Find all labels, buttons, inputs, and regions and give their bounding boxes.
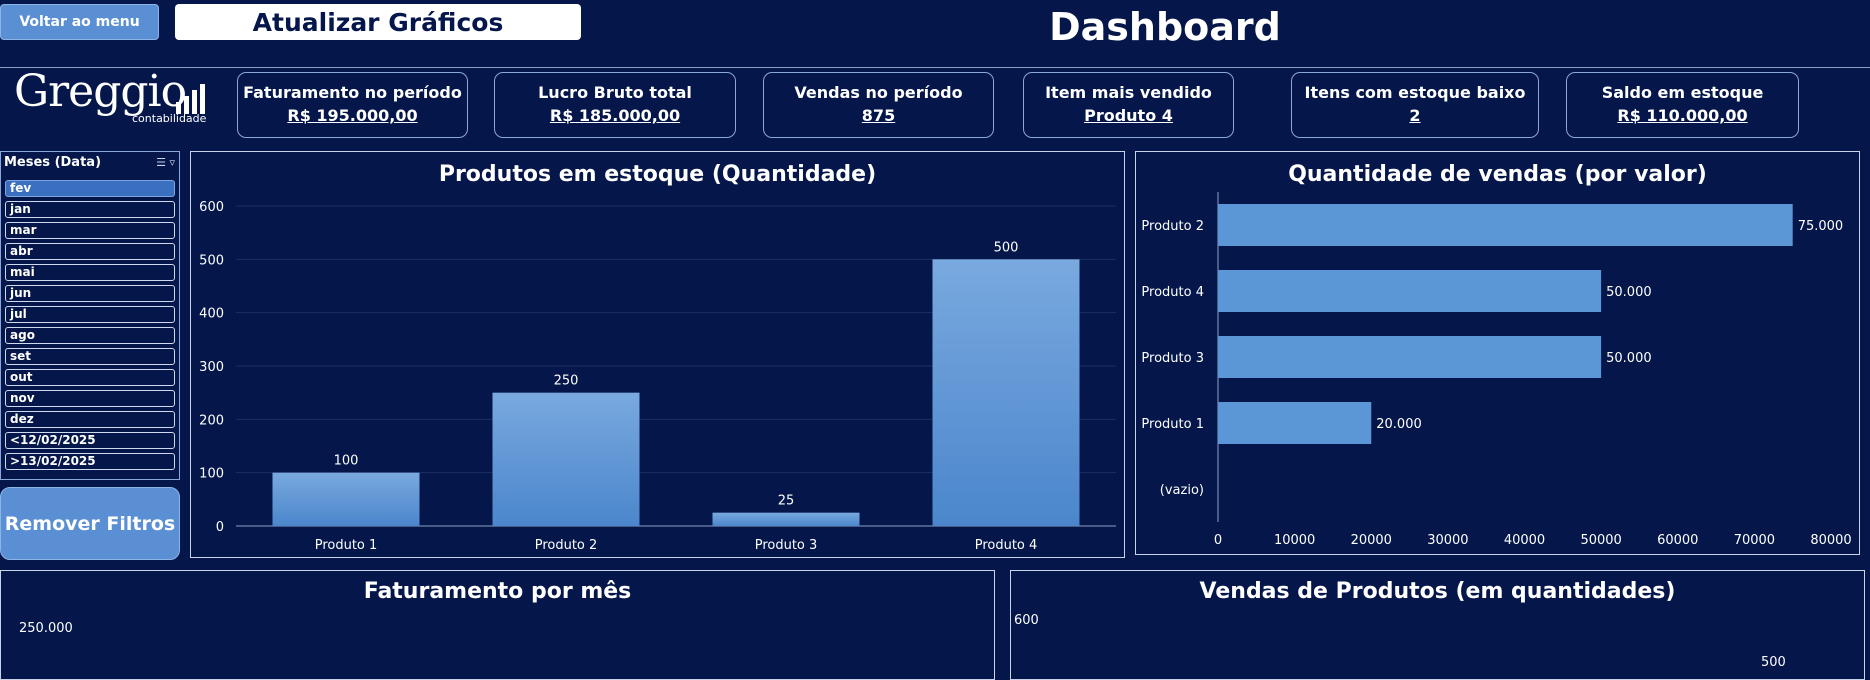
hbar-value-label-3: 50.000 <box>1606 351 1652 366</box>
kpi-label: Vendas no período <box>794 83 963 102</box>
kpi-value[interactable]: R$ 185.000,00 <box>549 106 681 125</box>
kpi-low-stock-card: Itens com estoque baixo 2 <box>1291 72 1539 138</box>
x-tick-label-2: Produto 2 <box>535 538 598 553</box>
x-tick-label-2: 20000 <box>1351 533 1392 548</box>
y-tick-label-2: 200 <box>199 413 224 428</box>
y-tick-label-5: (vazio) <box>1160 483 1204 498</box>
x-tick-label-3: 30000 <box>1427 533 1468 548</box>
y-tick-label-1: Produto 2 <box>1141 219 1204 234</box>
slicer-item-jun[interactable]: jun <box>5 285 175 302</box>
x-tick-label-6: 60000 <box>1657 533 1698 548</box>
x-tick-label-8: 80000 <box>1810 533 1851 548</box>
x-tick-label-1: Produto 1 <box>315 538 378 553</box>
slicer-item-nov[interactable]: nov <box>5 390 175 407</box>
bar-value-label-1: 100 <box>334 454 359 469</box>
sales-bar-chart: Produto 2 75.000 Produto 4 50.000 Produto 3 5… <box>1141 192 1852 548</box>
multi-select-icon[interactable]: ☰ ▿ <box>156 156 175 169</box>
slicer-item-ago[interactable]: ago <box>5 327 175 344</box>
kpi-label: Item mais vendido <box>1045 83 1212 102</box>
company-logo: Greggio contabilidade <box>14 66 207 128</box>
x-tick-label-5: 50000 <box>1580 533 1621 548</box>
units-chart-title: Vendas de Produtos (em quantidades) <box>1199 579 1676 604</box>
y-tick-label-3: Produto 3 <box>1141 351 1204 366</box>
revenue-chart-panel: Faturamento por mês 250.000 <box>0 570 995 680</box>
hbar-value-label-4: 20.000 <box>1376 417 1422 432</box>
slicer-item-after-date[interactable]: >13/02/2025 <box>5 453 175 470</box>
back-to-menu-button[interactable]: Voltar ao menu <box>0 4 159 40</box>
slicer-item-mai[interactable]: mai <box>5 264 175 281</box>
slicer-item-abr[interactable]: abr <box>5 243 175 260</box>
kpi-label: Lucro Bruto total <box>538 83 692 102</box>
revenue-ytick-label: 250.000 <box>19 621 73 636</box>
y-tick-label-0: 0 <box>216 520 224 535</box>
kpi-label: Itens com estoque baixo <box>1304 83 1526 102</box>
stock-bar-chart: 0 100 200 300 400 500 600 100 Produto 1 250 Produt… <box>199 200 1116 553</box>
logo-subtitle: contabilidade <box>132 112 207 125</box>
y-tick-label-2: Produto 4 <box>1141 285 1204 300</box>
bar-1 <box>272 472 420 526</box>
slicer-title: Meses (Data) <box>4 155 102 170</box>
kpi-value[interactable]: 2 <box>1409 106 1421 125</box>
slicer-item-fev[interactable]: fev <box>5 180 175 197</box>
slicer-item-jan[interactable]: jan <box>5 201 175 218</box>
slicer-item-jul[interactable]: jul <box>5 306 175 323</box>
logo-wordmark: Greggio <box>14 66 187 117</box>
kpi-top-item-card: Item mais vendido Produto 4 <box>1023 72 1234 138</box>
kpi-label: Saldo em estoque <box>1601 83 1764 102</box>
units-ytick-label: 600 <box>1014 613 1039 628</box>
logo-bars-icon <box>176 84 205 114</box>
units-value-label: 500 <box>1761 655 1786 670</box>
kpi-label: Faturamento no período <box>243 83 462 102</box>
slicer-item-mar[interactable]: mar <box>5 222 175 239</box>
kpi-value[interactable]: Produto 4 <box>1084 106 1173 125</box>
kpi-value[interactable]: R$ 110.000,00 <box>1617 106 1748 125</box>
y-tick-label-3: 300 <box>199 360 224 375</box>
kpi-revenue-card: Faturamento no período R$ 195.000,00 <box>237 72 468 138</box>
stock-chart-title: Produtos em estoque (Quantidade) <box>438 162 877 187</box>
revenue-chart-title: Faturamento por mês <box>363 579 632 604</box>
remove-filters-button[interactable]: Remover Filtros <box>0 487 180 560</box>
y-tick-label-4: 400 <box>199 307 224 322</box>
units-chart-panel: Vendas de Produtos (em quantidades) 600 … <box>1010 570 1865 680</box>
y-tick-label-5: 500 <box>199 253 224 268</box>
bar-value-label-2: 250 <box>554 374 579 389</box>
slicer-item-dez[interactable]: dez <box>5 411 175 428</box>
slicer-item-out[interactable]: out <box>5 369 175 386</box>
hbar-2 <box>1218 270 1602 312</box>
x-tick-label-4: Produto 4 <box>975 538 1038 553</box>
sales-chart-title: Quantidade de vendas (por valor) <box>1288 162 1707 187</box>
hbar-1 <box>1218 204 1793 246</box>
kpi-gross-profit-card: Lucro Bruto total R$ 185.000,00 <box>494 72 736 138</box>
sales-chart-panel: Quantidade de vendas (por valor) Produto… <box>1135 151 1860 555</box>
x-tick-label-3: Produto 3 <box>755 538 818 553</box>
kpi-stock-balance-card: Saldo em estoque R$ 110.000,00 <box>1566 72 1799 138</box>
hbar-value-label-1: 75.000 <box>1798 219 1844 234</box>
x-tick-label-1: 10000 <box>1274 533 1315 548</box>
bar-2 <box>492 392 640 526</box>
update-charts-button[interactable]: Atualizar Gráficos <box>175 4 581 40</box>
kpi-value[interactable]: R$ 195.000,00 <box>287 106 418 125</box>
bar-3 <box>712 512 860 526</box>
page-title: Dashboard <box>1049 5 1281 49</box>
stock-chart-panel: Produtos em estoque (Quantidade) 0 100 200… <box>190 151 1125 558</box>
bar-4 <box>932 259 1080 526</box>
hbar-3 <box>1218 336 1602 378</box>
kpi-value[interactable]: 875 <box>861 106 896 125</box>
slicer-item-before-date[interactable]: <12/02/2025 <box>5 432 175 449</box>
y-tick-label-6: 600 <box>199 200 224 215</box>
hbar-value-label-2: 50.000 <box>1606 285 1652 300</box>
bar-value-label-4: 500 <box>994 240 1019 255</box>
x-tick-label-0: 0 <box>1214 533 1222 548</box>
kpi-sales-card: Vendas no período 875 <box>763 72 994 138</box>
x-tick-label-4: 40000 <box>1504 533 1545 548</box>
y-tick-label-1: 100 <box>199 467 224 482</box>
month-slicer: Meses (Data) ☰ ▿ fev jan mar abr mai jun… <box>0 151 180 480</box>
bar-value-label-3: 25 <box>778 494 795 509</box>
y-tick-label-4: Produto 1 <box>1141 417 1204 432</box>
header-divider <box>0 67 1870 68</box>
hbar-4 <box>1218 402 1372 444</box>
slicer-item-set[interactable]: set <box>5 348 175 365</box>
x-tick-label-7: 70000 <box>1734 533 1775 548</box>
